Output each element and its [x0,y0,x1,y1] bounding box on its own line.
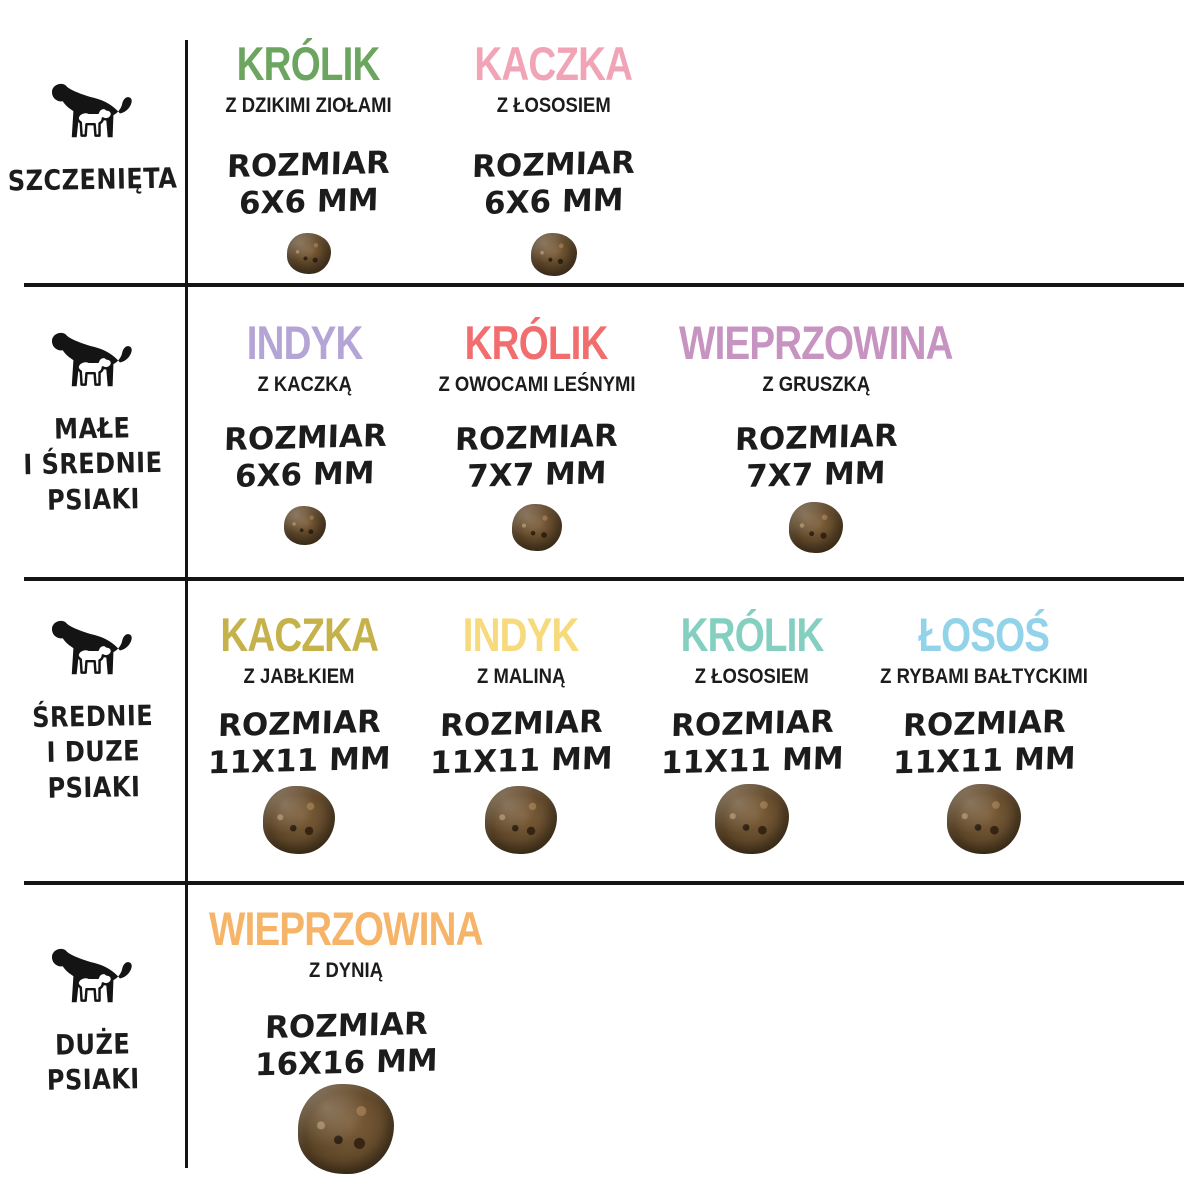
size-caption: ROZMIAR [454,417,619,459]
product-variant: Z ŁOSOSIEM [496,94,611,117]
product-column: KACZKA Z JABŁKIEM ROZMIAR 11X11 MM [186,608,412,855]
product-name: KACZKA [474,37,634,90]
row-puppies: SZCZENIĘTA KRÓLIK Z DZIKIMI ZIOŁAMI ROZM… [0,0,1200,283]
product-column: KRÓLIK Z ŁOSOSIEM ROZMIAR 11X11 MM [640,608,864,855]
dogs-icon [44,615,142,691]
size-value: 6X6 MM [483,182,624,222]
product-variant: Z JABŁKIEM [243,665,355,688]
size-value: 6X6 MM [234,455,376,495]
product-variant: Z DYNIĄ [309,959,383,982]
size-value: 7X7 MM [745,455,887,495]
size-value: 6X6 MM [238,182,379,222]
group-label-line: PSIAKI [46,1062,140,1098]
group-label-line: I ŚREDNIE [23,446,163,482]
size-caption: ROZMIAR [439,703,603,745]
kibble-photo [789,502,843,554]
product-column: KACZKA Z ŁOSOSIEM ROZMIAR 6X6 MM [431,37,676,277]
size-value: 16X16 MM [254,1042,438,1084]
group-label-line: PSIAKI [46,481,141,517]
group-label-line: PSIAKI [46,769,141,805]
dogs-icon [44,943,142,1019]
group-label: SZCZENIĘTA [8,161,178,199]
product-column: WIEPRZOWINA Z DYNIĄ ROZMIAR 16X16 MM [186,902,506,1175]
size-value: 11X11 MM [207,740,391,782]
size-caption: ROZMIAR [902,703,1066,745]
row-divider-line [24,881,1184,885]
product-variant: Z ŁOSOSIEM [695,665,809,688]
size-value: 7X7 MM [466,455,607,495]
product-name: INDYK [247,316,364,369]
size-caption: ROZMIAR [226,144,391,186]
product-variant: Z RYBAMI BAŁTYCKIMI [880,665,1088,688]
row-medium-large-dogs: ŚREDNIE I DUZE PSIAKI KACZKA Z JABŁKIEM … [0,581,1200,881]
product-name: KRÓLIK [680,608,825,661]
kibble-photo [284,506,326,546]
size-caption: ROZMIAR [670,703,834,745]
product-column: INDYK Z MALINĄ ROZMIAR 11X11 MM [412,608,630,855]
product-name: ŁOSOŚ [918,608,1051,661]
kibble-photo [715,784,789,855]
size-caption: ROZMIAR [471,144,636,186]
product-variant: Z KACZKĄ [257,373,353,396]
row-small-medium-dogs: MAŁE I ŚREDNIE PSIAKI INDYK Z KACZKĄ ROZ… [0,287,1200,577]
group-label: MAŁE I ŚREDNIE PSIAKI [23,410,164,518]
size-value: 11X11 MM [660,740,844,782]
product-name: WIEPRZOWINA [209,902,483,955]
dogs-icon [44,327,142,403]
group-label-cell: SZCZENIĘTA [0,0,186,283]
product-name: WIEPRZOWINA [679,316,953,369]
size-caption: ROZMIAR [223,417,387,459]
product-variant: Z OWOCAMI LEŚNYMI [437,373,636,396]
product-variant: Z MALINĄ [476,665,566,688]
row-divider-line [24,283,1184,287]
size-caption: ROZMIAR [217,703,381,745]
product-column: ŁOSOŚ Z RYBAMI BAŁTYCKIMI ROZMIAR 11X11 … [864,608,1104,855]
product-column: KRÓLIK Z DZIKIMI ZIOŁAMI ROZMIAR 6X6 MM [186,37,431,275]
size-caption: ROZMIAR [264,1005,428,1047]
kibble-photo [263,786,335,855]
group-label-line: DUŻE [54,1027,131,1062]
column-divider-line [185,40,188,1168]
group-label: ŚREDNIE I DUZE PSIAKI [32,698,155,806]
kibble-photo [511,504,562,552]
kibble-photo [530,233,577,277]
product-column: INDYK Z KACZKĄ ROZMIAR 6X6 MM [186,316,424,546]
group-label-cell: ŚREDNIE I DUZE PSIAKI [0,581,186,881]
product-name: KRÓLIK [237,37,381,90]
group-label: DUŻE PSIAKI [46,1026,140,1098]
size-caption: ROZMIAR [734,417,898,459]
kibble-photo [298,1084,394,1175]
kibble-photo [286,233,331,275]
product-name: INDYK [463,608,580,661]
product-column: KRÓLIK Z OWOCAMI LEŚNYMI ROZMIAR 7X7 MM [424,316,649,552]
group-label-line: MAŁE [53,411,131,446]
group-label-line: SZCZENIĘTA [7,161,178,198]
kibble-photo [485,786,557,855]
product-name: KRÓLIK [465,316,609,369]
product-column: WIEPRZOWINA Z GRUSZKĄ ROZMIAR 7X7 MM [661,316,971,554]
product-variant: Z GRUSZKĄ [762,373,870,396]
group-label-cell: MAŁE I ŚREDNIE PSIAKI [0,287,186,577]
product-name: KACZKA [220,608,379,661]
row-large-dogs: DUŻE PSIAKI WIEPRZOWINA Z DYNIĄ ROZMIAR … [0,885,1200,1200]
product-variant: Z DZIKIMI ZIOŁAMI [225,94,392,117]
group-label-cell: DUŻE PSIAKI [0,885,186,1200]
size-value: 11X11 MM [429,740,613,782]
row-divider-line [24,577,1184,581]
kibble-photo [947,784,1021,855]
dogs-icon [44,78,142,154]
size-value: 11X11 MM [892,740,1076,782]
group-label-line: ŚREDNIE [31,698,154,735]
group-label-line: I DUZE [46,734,140,770]
